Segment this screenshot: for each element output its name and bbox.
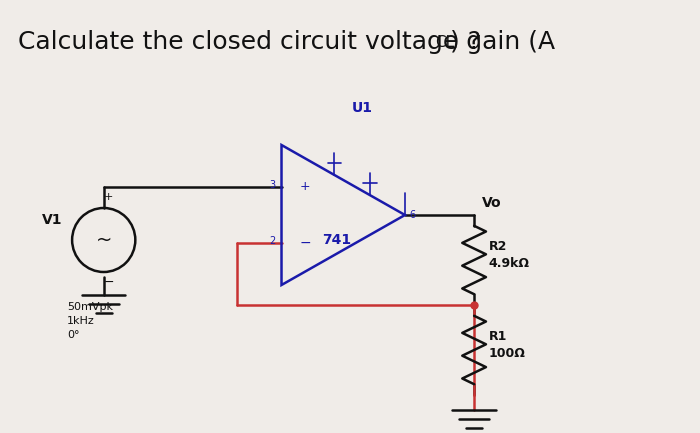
Text: −: − (300, 236, 311, 250)
Text: +: + (300, 181, 310, 194)
Text: 3: 3 (270, 180, 276, 190)
Text: ~: ~ (95, 230, 112, 249)
Text: Vo: Vo (482, 196, 502, 210)
Text: 50mVpk
1kHz
0°: 50mVpk 1kHz 0° (67, 302, 113, 340)
Text: +: + (104, 192, 113, 202)
Text: U1: U1 (352, 101, 373, 115)
Text: R2
4.9kΩ: R2 4.9kΩ (489, 240, 530, 270)
Text: Calculate the closed circuit voltage gain (A: Calculate the closed circuit voltage gai… (18, 30, 555, 54)
Text: 6: 6 (409, 210, 415, 220)
Text: ) ?: ) ? (450, 30, 481, 54)
Text: V1: V1 (42, 213, 62, 227)
Text: 741: 741 (323, 233, 351, 247)
Text: CL: CL (435, 35, 454, 50)
Text: R1
100Ω: R1 100Ω (489, 330, 526, 360)
Text: −: − (104, 276, 114, 289)
Text: 2: 2 (270, 236, 276, 246)
